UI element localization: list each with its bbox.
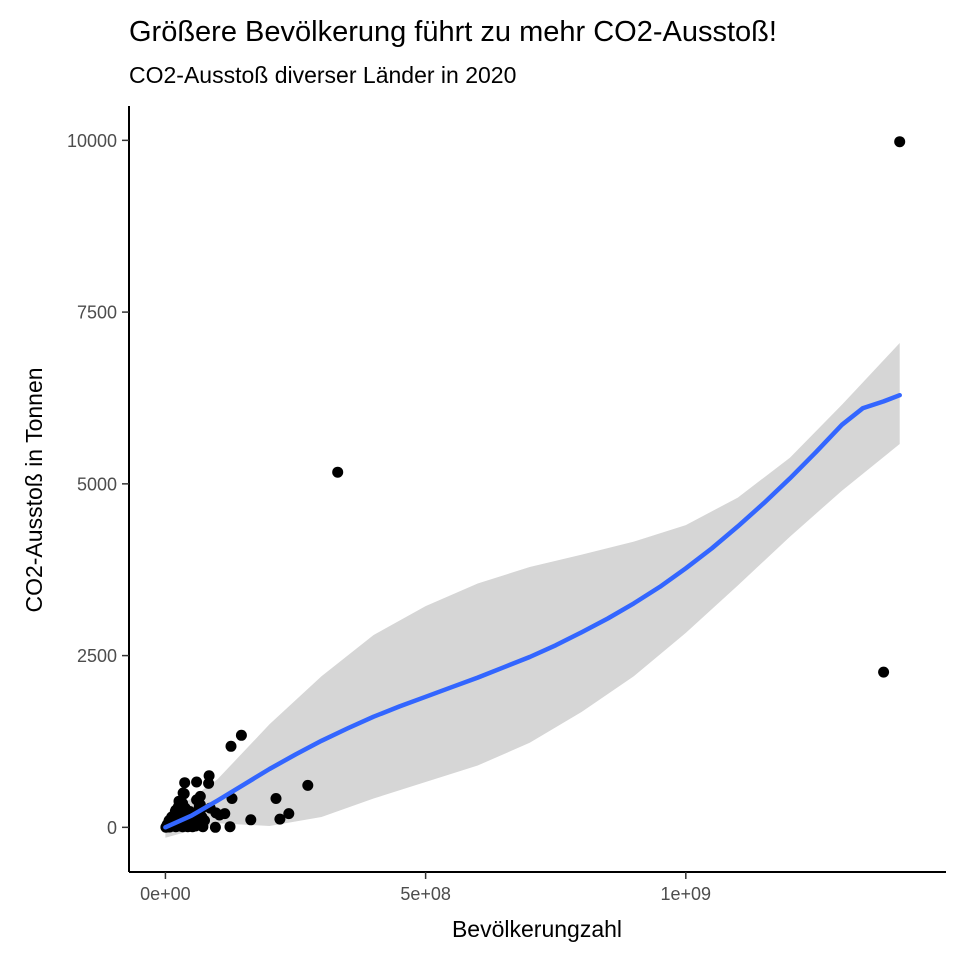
data-point	[878, 666, 890, 678]
confidence-ribbon-layer	[165, 343, 900, 838]
data-point	[224, 821, 236, 833]
data-point	[235, 729, 247, 741]
data-point	[894, 136, 906, 148]
data-point	[203, 777, 215, 789]
data-point	[194, 790, 206, 802]
y-tick-label: 0	[107, 818, 117, 838]
y-axis-title: CO2-Ausstoß in Tonnen	[21, 367, 47, 612]
chart-subtitle: CO2-Ausstoß diverser Länder in 2020	[129, 62, 516, 88]
y-tick-label: 2500	[77, 646, 117, 666]
y-axis-ticks: 0 2500 5000 7500 10000	[67, 131, 129, 838]
y-tick-label: 7500	[77, 303, 117, 323]
data-point	[332, 466, 344, 478]
smooth-line-layer	[163, 392, 902, 830]
x-axis-title: Bevölkerungzahl	[452, 916, 622, 942]
data-point	[189, 819, 201, 831]
x-axis-ticks: 0e+00 5e+08 1e+09	[140, 872, 711, 904]
x-tick-label: 1e+09	[661, 884, 712, 904]
x-tick-label: 5e+08	[400, 884, 451, 904]
x-tick-label: 0e+00	[140, 884, 191, 904]
data-point	[191, 776, 203, 788]
y-tick-label: 5000	[77, 474, 117, 494]
chart-title: Größere Bevölkerung führt zu mehr CO2-Au…	[129, 16, 777, 48]
data-point	[283, 808, 295, 820]
y-tick-label: 10000	[67, 131, 117, 151]
data-point	[225, 740, 237, 752]
data-point	[177, 787, 189, 799]
data-point	[274, 813, 286, 825]
data-point	[245, 814, 257, 826]
confidence-ribbon	[165, 343, 900, 838]
data-point	[179, 777, 191, 789]
data-point	[302, 779, 314, 791]
data-point	[209, 821, 221, 833]
data-point	[270, 793, 282, 804]
smooth-trend-line	[163, 392, 902, 830]
data-point	[199, 815, 210, 826]
